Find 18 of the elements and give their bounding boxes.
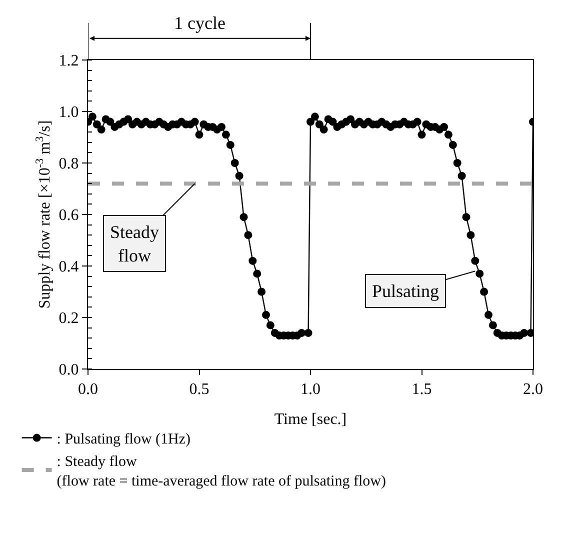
text: 1 cycle: [174, 13, 226, 33]
x-axis-title: Time [sec.]: [274, 410, 347, 428]
x-tick-label: 2.0: [523, 381, 543, 398]
x-tick-label: 1.0: [300, 381, 320, 398]
y-tick-label: 0.6: [58, 207, 79, 224]
x-tick-label: 0.0: [78, 381, 98, 398]
y-tick-label: 0.0: [58, 362, 79, 379]
y-tick-label: 0.4: [58, 258, 79, 276]
y-tick-label: 0.2: [58, 310, 79, 328]
y-tick-label: 0.8: [58, 156, 79, 173]
legend-label: : Steady flow (flow rate = time-averaged flow rate of pulsating flow): [56, 454, 386, 490]
x-tick-label: 1.5: [412, 381, 432, 398]
annotation: Steady flow: [110, 222, 159, 266]
legend-label: : Pulsating flow (1Hz): [56, 432, 191, 448]
x-tick-label: 0.5: [189, 381, 210, 398]
y-tick-label: 1.0: [58, 104, 79, 122]
annotation: Pulsating: [372, 281, 440, 301]
y-tick-label: 1.2: [58, 52, 79, 70]
